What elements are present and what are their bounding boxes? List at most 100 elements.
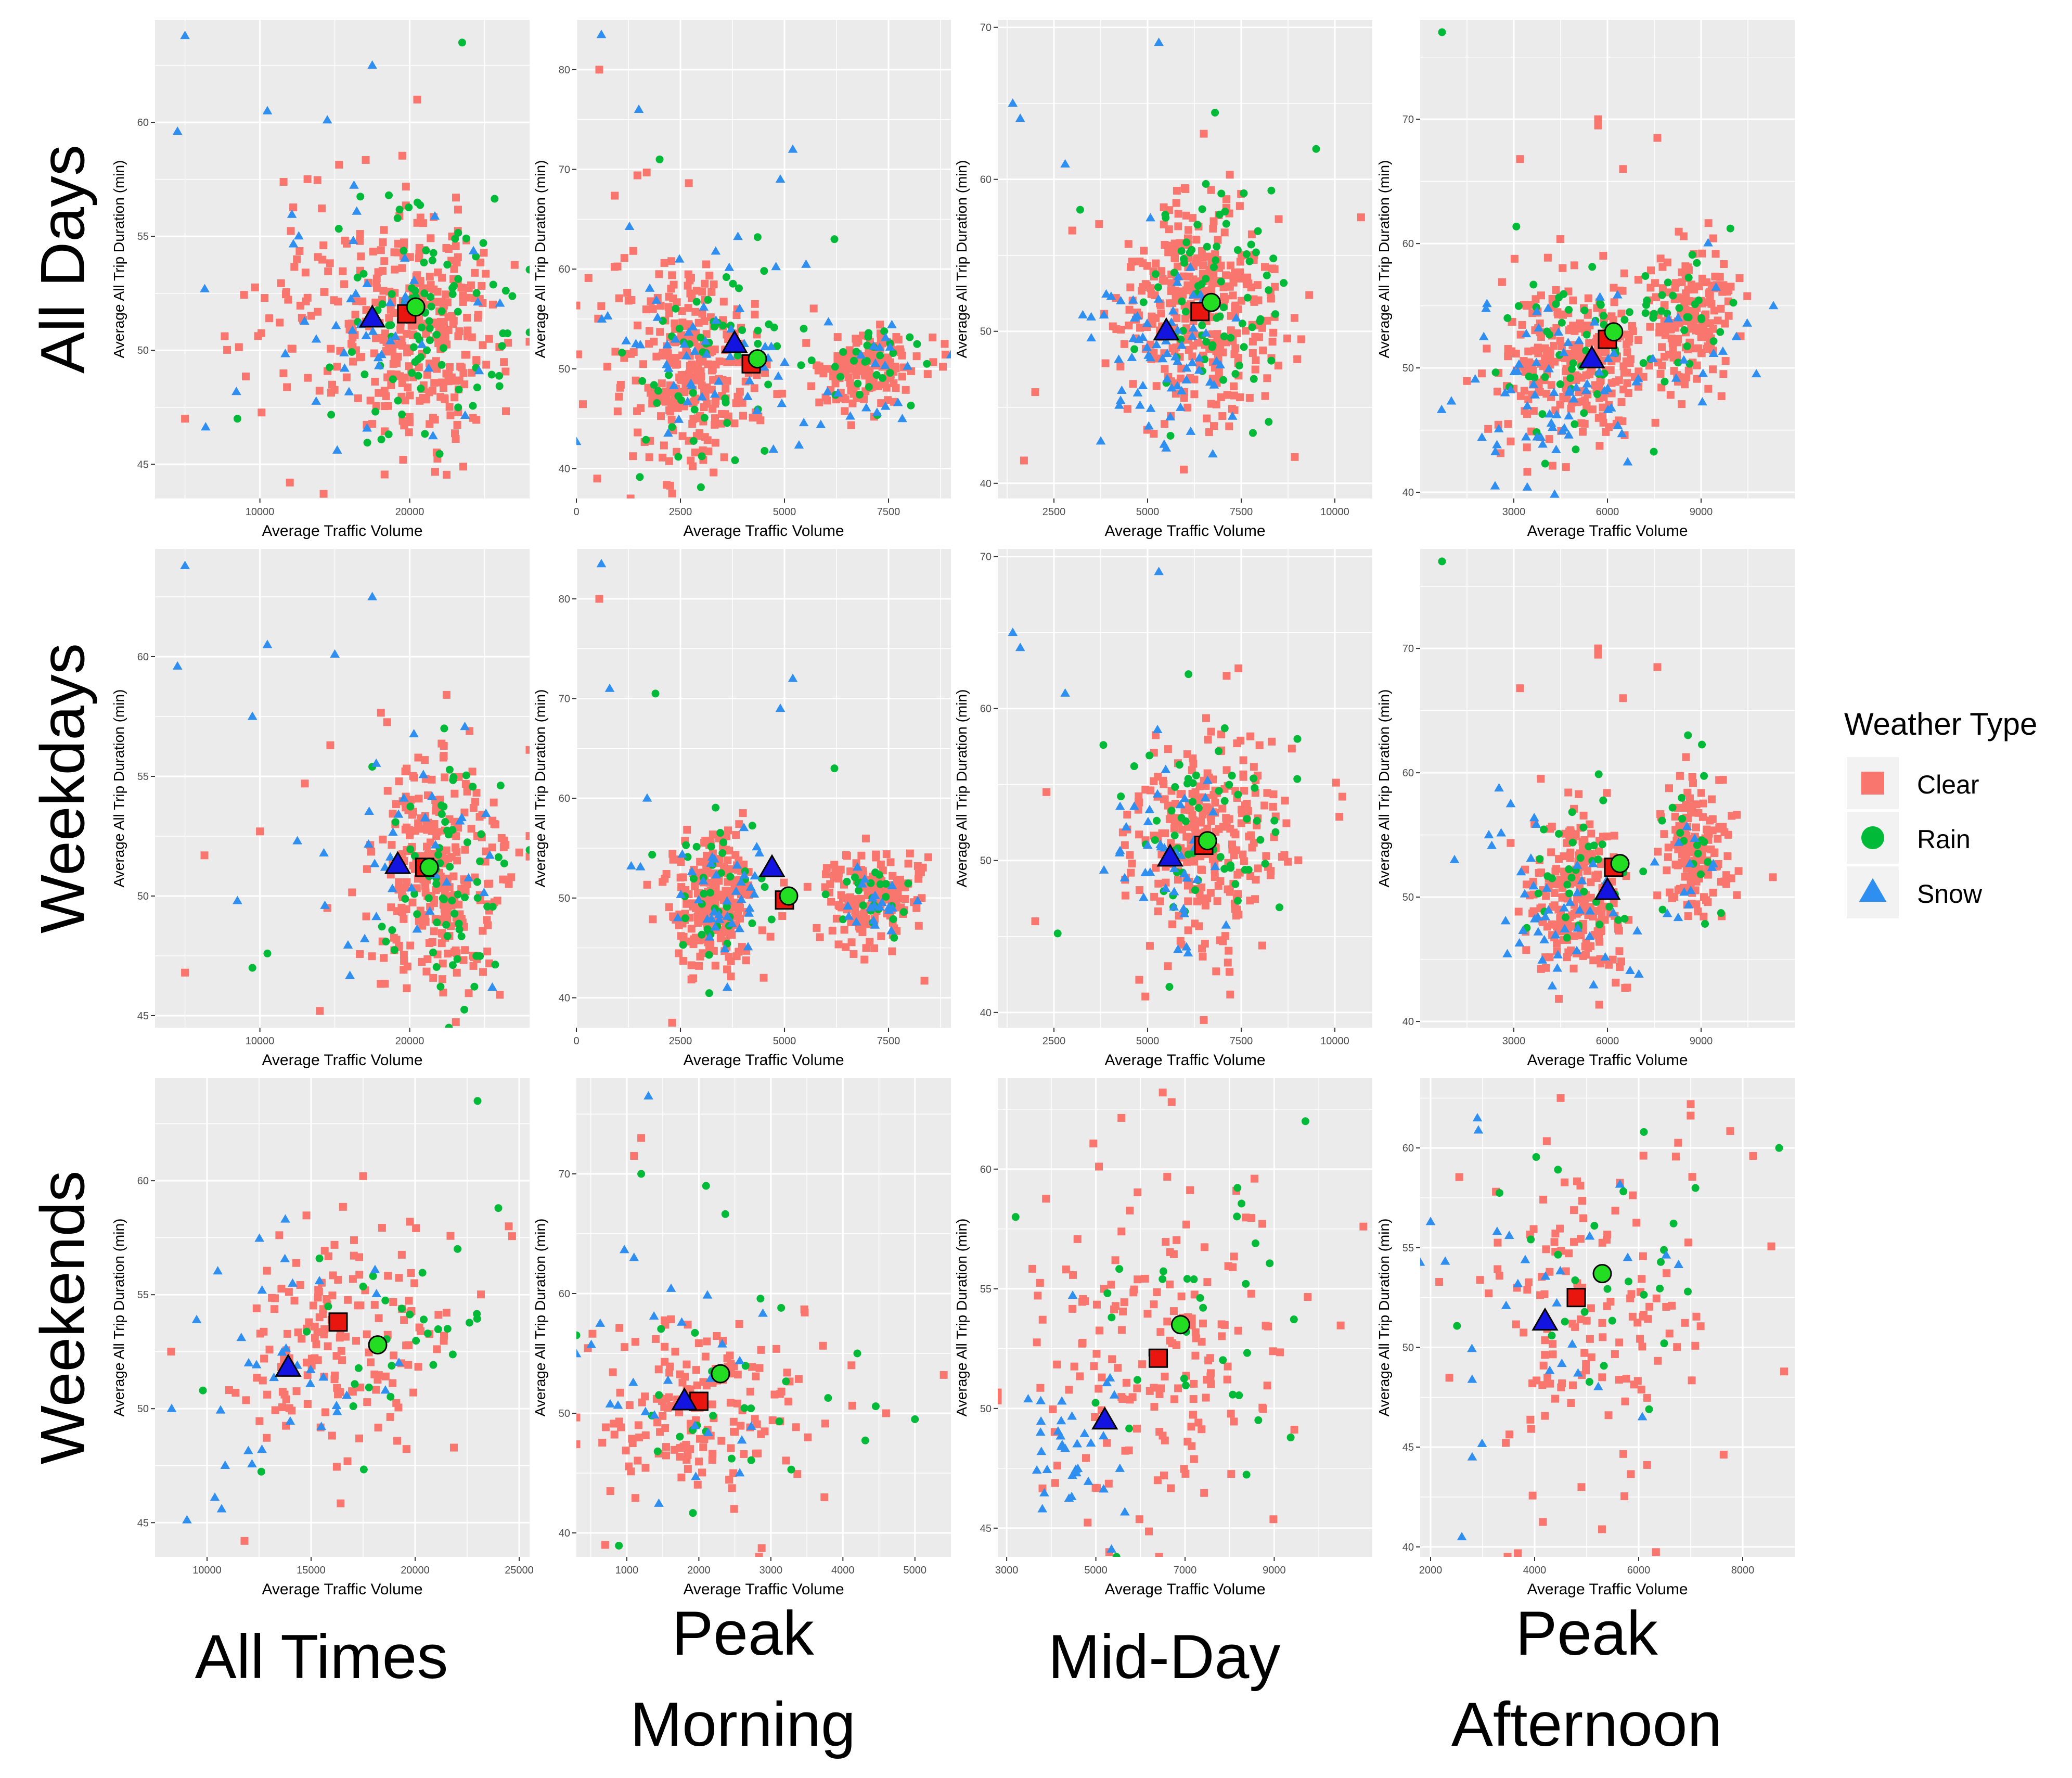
point-snow [652, 312, 663, 321]
point-clear [711, 420, 719, 429]
point-clear [1225, 815, 1233, 823]
point-snow [481, 808, 491, 817]
point-clear [833, 356, 842, 364]
x-tick-label: 10000 [1320, 506, 1349, 518]
point-clear [711, 346, 719, 354]
point-rain [767, 915, 776, 924]
point-clear [405, 413, 414, 421]
point-rain [1529, 280, 1538, 289]
point-clear [840, 926, 848, 934]
point-rain [1265, 286, 1273, 295]
point-snow [1514, 938, 1525, 946]
point-snow [621, 336, 631, 344]
point-clear [662, 398, 670, 406]
point-clear [469, 804, 478, 812]
point-clear [1209, 217, 1218, 225]
point-clear [363, 865, 371, 873]
point-clear [423, 370, 431, 379]
point-clear [761, 1427, 769, 1436]
x-tick-label: 10000 [246, 506, 275, 518]
point-clear [268, 1294, 276, 1302]
point-clear [1634, 276, 1642, 284]
point-clear [505, 1222, 513, 1231]
point-rain [448, 897, 456, 905]
point-clear [439, 960, 447, 968]
point-snow [709, 854, 719, 863]
point-clear [1196, 818, 1204, 827]
point-rain [1167, 807, 1176, 815]
point-rain [1233, 246, 1242, 254]
point-clear [333, 363, 341, 371]
y-tick-label: 50 [1402, 892, 1414, 903]
point-rain [354, 1364, 363, 1372]
point-rain [674, 392, 683, 400]
point-rain [1186, 248, 1194, 257]
point-clear [1658, 362, 1666, 370]
point-snow [773, 371, 783, 380]
point-rain [615, 1541, 623, 1550]
point-clear [320, 288, 328, 296]
point-snow [319, 848, 329, 857]
point-clear [609, 1368, 617, 1376]
point-clear [615, 392, 623, 401]
point-snow [351, 289, 361, 298]
y-tick-label: 80 [559, 65, 570, 76]
point-clear [367, 848, 375, 856]
point-clear [305, 1318, 313, 1326]
point-rain [1701, 919, 1709, 928]
point-clear [285, 1404, 293, 1412]
point-clear [410, 773, 418, 782]
point-clear [434, 1311, 443, 1319]
point-snow [1106, 291, 1116, 300]
point-clear [657, 412, 665, 420]
point-clear [643, 880, 651, 889]
series-clear [576, 1134, 948, 1557]
point-clear [653, 1418, 662, 1427]
point-clear [635, 1434, 644, 1442]
point-rain [1253, 817, 1261, 825]
point-snow [823, 317, 833, 326]
point-rain [855, 886, 863, 894]
point-clear [751, 300, 759, 308]
data-points [172, 560, 530, 1028]
point-clear [453, 420, 461, 429]
point-snow [1169, 902, 1179, 911]
point-clear [1543, 923, 1551, 931]
point-rain [1599, 312, 1607, 320]
point-clear [382, 392, 390, 401]
point-clear [656, 1428, 664, 1436]
point-clear [857, 851, 866, 860]
point-clear [748, 1363, 756, 1371]
point-clear [1666, 391, 1675, 399]
point-clear [303, 1400, 312, 1408]
y-axis-label: Average All Trip Duration (min) [111, 1219, 127, 1417]
point-snow [717, 1339, 727, 1348]
data-points [1438, 557, 1777, 1009]
point-clear [459, 463, 467, 471]
point-snow [316, 1422, 327, 1430]
point-clear [1711, 250, 1720, 258]
series-means [1594, 854, 1630, 900]
point-clear [465, 989, 473, 997]
point-rain [1216, 853, 1225, 861]
point-clear [672, 354, 680, 362]
point-rain [440, 344, 448, 352]
point-clear [1550, 920, 1558, 929]
point-rain [453, 955, 461, 963]
point-clear [390, 309, 398, 317]
point-snow [1176, 850, 1186, 859]
point-clear [312, 1340, 320, 1349]
point-clear [1263, 316, 1271, 325]
point-rain [455, 925, 464, 933]
point-snow [760, 341, 770, 351]
mean-marker-snow [384, 851, 411, 874]
point-clear [1135, 886, 1143, 894]
point-clear [889, 872, 897, 880]
point-snow [387, 884, 397, 892]
point-snow [1015, 643, 1025, 651]
point-clear [485, 960, 493, 968]
point-clear [1579, 901, 1588, 910]
point-clear [1095, 220, 1103, 228]
point-snow [775, 174, 786, 183]
point-clear [1599, 833, 1607, 841]
